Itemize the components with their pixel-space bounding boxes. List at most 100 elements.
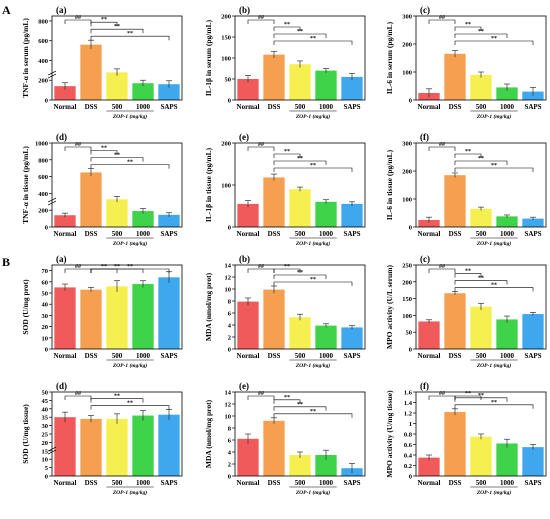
y-tick-label: 0	[45, 347, 48, 354]
y-tick-label: 150	[221, 35, 231, 42]
y-tick-label: 12	[225, 402, 232, 409]
y-tick-label: 200	[402, 169, 412, 176]
x-tick-label: DSS	[85, 479, 98, 487]
significance-label: ##	[439, 142, 445, 148]
y-tick-label: 1.6	[404, 390, 413, 397]
x-tick-label: 1000	[136, 352, 151, 360]
significance-label: **	[478, 393, 484, 399]
y-tick-label: 2	[228, 462, 231, 469]
significance-bracket	[273, 413, 353, 418]
y-tick-label: 0	[228, 225, 231, 232]
x-tick-label: 500	[112, 352, 123, 360]
x-tick-label: 1000	[319, 479, 334, 487]
bar-DSS	[80, 44, 102, 100]
y-axis-label: IL-1β in serum (pg/mL)	[204, 19, 213, 96]
y-tick-label: 1000	[35, 141, 48, 148]
bar-1000	[315, 455, 337, 476]
bar-SAPS	[158, 277, 180, 349]
y-tick-label: 10	[225, 414, 232, 421]
y-tick-label: 50	[225, 77, 232, 84]
x-tick-label: SAPS	[524, 352, 541, 360]
bar-DSS	[80, 418, 102, 476]
panel-Aa: (a) 0 200 400 600 800 TNF-α in serum (pg/mL) No…	[21, 5, 183, 120]
panel-label: (d)	[56, 381, 67, 391]
bar-500	[470, 306, 492, 349]
significance-bracket	[454, 33, 508, 38]
significance-label: **	[491, 283, 497, 289]
group-label: ZOP-1 (mg/kg)	[295, 362, 331, 369]
x-tick-label: Normal	[418, 479, 441, 487]
x-tick-label: 1000	[136, 103, 151, 111]
significance-label: **	[114, 394, 120, 400]
significance-bracket	[273, 160, 327, 165]
y-tick-label: 10	[42, 335, 49, 342]
panel-Ac: (c) 0 100 200 300 IL-6 in serum (pg/mL) Normal…	[385, 5, 547, 120]
group-label: ZOP-1 (mg/kg)	[112, 113, 148, 120]
x-tick-label: 500	[476, 352, 487, 360]
x-tick-label: 500	[112, 103, 123, 111]
x-tick-label: DSS	[85, 103, 98, 111]
bar-500	[289, 64, 311, 100]
significance-label: **	[478, 156, 484, 162]
axis-frame	[51, 15, 183, 101]
x-tick-label: DSS	[268, 479, 281, 487]
x-tick-label: SAPS	[524, 479, 541, 487]
panel-label: (f)	[420, 381, 429, 391]
y-tick-label: 6	[228, 311, 232, 318]
significance-label: ##	[439, 15, 445, 21]
y-tick-label: 400	[38, 191, 48, 198]
significance-bracket	[454, 280, 508, 285]
y-tick-label: 40	[42, 406, 49, 413]
x-tick-label: DSS	[449, 230, 462, 238]
significance-label: ##	[258, 391, 264, 397]
axis-frame	[51, 142, 183, 228]
x-tick-label: 1000	[136, 230, 151, 238]
axis-break	[47, 197, 57, 206]
bar-Normal	[237, 438, 259, 476]
x-tick-label: SAPS	[160, 352, 177, 360]
significance-bracket	[454, 273, 482, 278]
x-tick-label: DSS	[449, 352, 462, 360]
significance-label: **	[465, 391, 471, 397]
significance-label: **	[310, 277, 316, 283]
y-tick-label: 0.6	[404, 442, 413, 449]
significance-bracket	[273, 26, 301, 31]
significance-bracket	[428, 268, 456, 273]
significance-bracket	[90, 157, 144, 162]
bar-DSS	[80, 172, 102, 227]
panel-label: (a)	[56, 5, 67, 15]
significance-label: ##	[258, 142, 264, 148]
significance-label: **	[127, 31, 133, 37]
y-tick-label: 0	[228, 474, 231, 481]
y-tick-label: 0	[409, 225, 412, 232]
bar-DSS	[80, 289, 102, 349]
bar-1000	[132, 415, 154, 476]
axis-frame	[415, 142, 547, 228]
x-tick-label: Normal	[54, 352, 77, 360]
panel-Ba: (a) 0 10 20 30 40 50 60 70 SOD (U/mg prot) Normal D…	[21, 254, 183, 369]
y-axis-label: MPO activity (U/mg tissue)	[385, 390, 394, 478]
bar-DSS	[263, 177, 285, 227]
x-tick-label: Normal	[418, 352, 441, 360]
y-axis-label: TNF-α in tissue (pg/mL)	[21, 146, 30, 224]
bar-Normal	[237, 203, 259, 227]
significance-label: **	[310, 163, 316, 169]
x-tick-label: SAPS	[343, 352, 360, 360]
group-label: ZOP-1 (mg/kg)	[476, 489, 512, 496]
axis-frame	[415, 264, 547, 350]
significance-bracket	[428, 19, 456, 24]
y-tick-label: 20	[42, 440, 49, 447]
group-label: ZOP-1 (mg/kg)	[112, 489, 148, 496]
panel-label: (f)	[420, 132, 429, 142]
significance-bracket	[454, 26, 482, 31]
y-tick-label: 50	[42, 291, 49, 298]
y-tick-label: 100	[402, 313, 412, 320]
significance-bracket	[273, 274, 327, 279]
y-tick-label: 0	[45, 98, 48, 105]
bar-SAPS	[522, 314, 544, 349]
y-axis-label: TNF-α in serum (pg/mL)	[21, 18, 30, 98]
section-label-a: A	[2, 3, 11, 17]
x-tick-label: DSS	[268, 230, 281, 238]
y-tick-label: 0.4	[404, 453, 413, 460]
significance-bracket	[454, 397, 508, 402]
